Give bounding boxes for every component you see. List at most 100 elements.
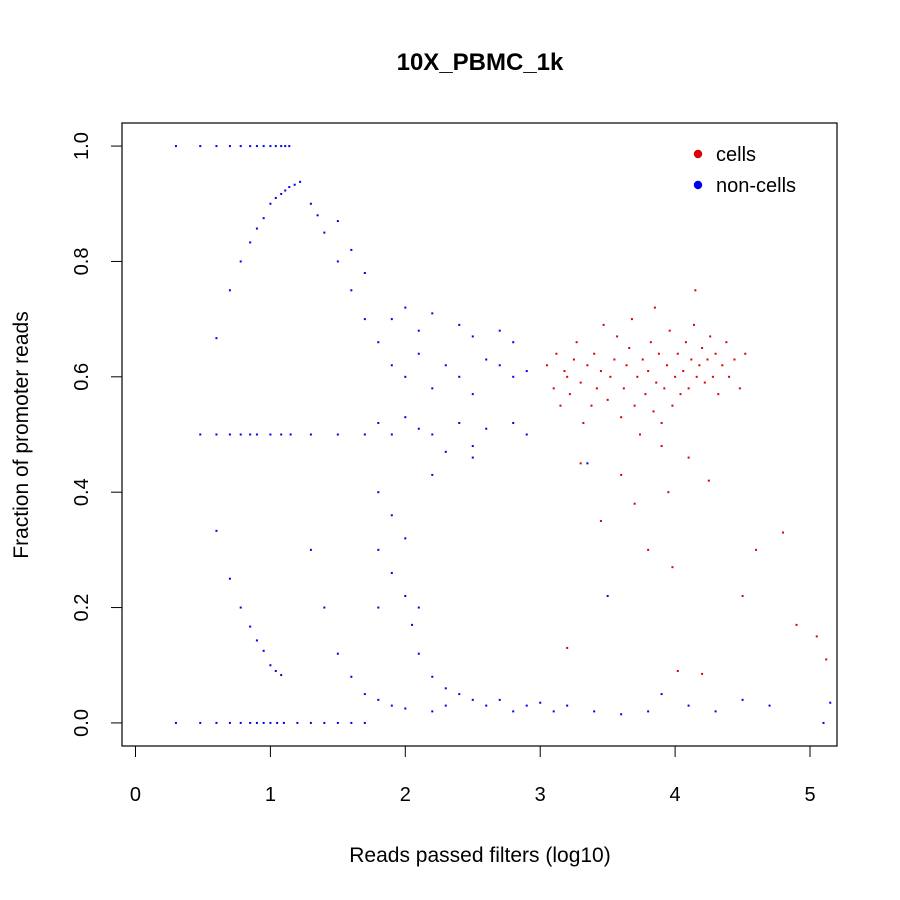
point-cells [701,672,704,675]
point-non-cells [174,721,177,724]
point-non-cells [525,704,528,707]
point-non-cells [282,721,285,724]
point-non-cells [274,670,277,673]
point-non-cells [363,721,366,724]
point-cells [660,445,663,448]
point-cells [616,335,619,338]
point-non-cells [458,323,461,326]
point-non-cells [239,145,242,148]
y-tick-label: 0.4 [71,478,93,506]
point-non-cells [284,145,287,148]
point-cells [572,358,575,361]
point-non-cells [309,433,312,436]
point-non-cells [390,704,393,707]
y-tick-label: 0.2 [71,594,93,622]
point-cells [655,381,658,384]
point-cells [698,364,701,367]
point-cells [552,387,555,390]
point-non-cells [215,433,218,436]
point-non-cells [377,698,380,701]
point-cells [744,352,747,355]
point-cells [586,364,589,367]
point-non-cells [299,180,302,183]
point-non-cells [249,721,252,724]
point-cells [575,341,578,344]
point-non-cells [269,721,272,724]
point-cells [647,370,650,373]
point-non-cells [239,433,242,436]
point-non-cells [309,721,312,724]
point-non-cells [512,375,515,378]
point-non-cells [498,329,501,332]
point-non-cells [215,721,218,724]
point-non-cells [215,529,218,532]
point-non-cells [471,393,474,396]
point-non-cells [284,189,287,192]
point-cells [663,387,666,390]
point-non-cells [269,145,272,148]
point-non-cells [377,341,380,344]
y-tick-label: 0.0 [71,709,93,737]
point-cells [555,352,558,355]
point-cells [633,502,636,505]
point-non-cells [620,713,623,716]
point-cells [582,421,585,424]
point-cells [728,375,731,378]
point-cells [682,370,685,373]
point-non-cells [471,698,474,701]
point-non-cells [280,192,283,195]
point-cells [738,387,741,390]
point-cells [701,346,704,349]
point-cells [687,387,690,390]
point-non-cells [289,433,292,436]
point-cells [695,375,698,378]
point-non-cells [444,704,447,707]
point-non-cells [458,375,461,378]
point-cells [703,381,706,384]
point-non-cells [390,514,393,517]
point-cells [671,566,674,569]
point-cells [671,404,674,407]
point-cells [825,658,828,661]
point-non-cells [431,312,434,315]
x-tick-label: 3 [535,784,546,806]
point-cells [599,520,602,523]
point-non-cells [417,352,420,355]
point-cells [602,323,605,326]
point-non-cells [199,433,202,436]
point-non-cells [593,710,596,713]
scatter-points [174,145,832,724]
point-cells [620,416,623,419]
point-cells [707,479,710,482]
point-cells [687,456,690,459]
point-non-cells [411,623,414,626]
y-tick-label: 0.8 [71,248,93,276]
point-cells [741,595,744,598]
point-non-cells [323,721,326,724]
point-non-cells [390,571,393,574]
point-non-cells [417,427,420,430]
point-non-cells [417,652,420,655]
x-tick-label: 4 [670,784,681,806]
point-non-cells [377,606,380,609]
point-non-cells [280,145,283,148]
point-non-cells [829,701,832,704]
point-non-cells [274,196,277,199]
point-non-cells [269,664,272,667]
point-non-cells [280,433,283,436]
point-non-cells [444,450,447,453]
point-cells [568,393,571,396]
point-cells [714,352,717,355]
point-cells [545,364,548,367]
point-non-cells [249,145,252,148]
point-cells [609,375,612,378]
point-cells [709,335,712,338]
point-non-cells [768,704,771,707]
legend: cells non-cells [693,144,796,197]
point-cells [566,375,569,378]
point-non-cells [350,721,353,724]
point-non-cells [249,241,252,244]
chart-title: 10X_PBMC_1k [397,49,564,76]
point-non-cells [215,337,218,340]
point-non-cells [539,701,542,704]
